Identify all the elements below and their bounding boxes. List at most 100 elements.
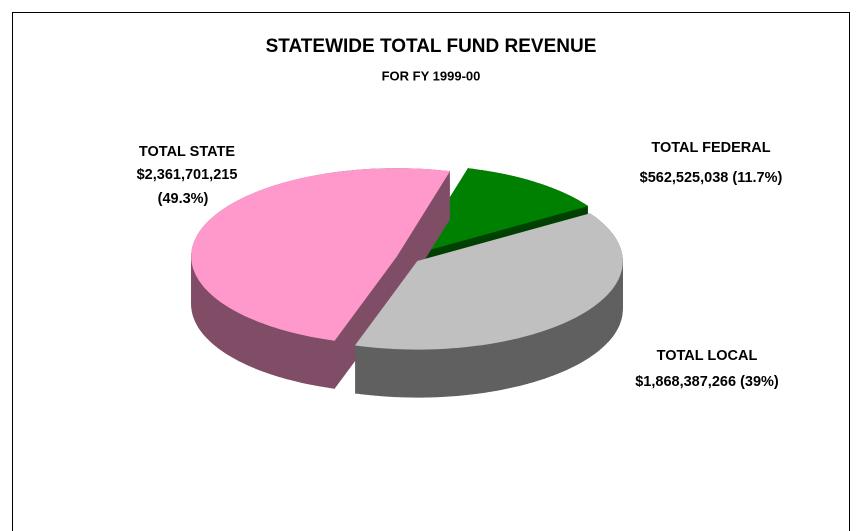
slice-side <box>385 347 391 397</box>
percent-label: (49.3%) <box>158 191 209 207</box>
slice-side <box>436 348 442 398</box>
slice-side <box>576 314 581 366</box>
slice-side <box>555 324 561 375</box>
slice-side <box>395 348 401 398</box>
slice-side <box>208 291 212 343</box>
slice-side <box>420 348 427 398</box>
slice-side <box>573 316 578 367</box>
slice-side <box>234 310 239 362</box>
slice-side <box>481 343 487 394</box>
slice-label: TOTAL LOCAL <box>657 348 758 364</box>
slice-side <box>594 303 598 355</box>
slice-side <box>509 338 515 389</box>
percent-label: (11.7%) <box>732 170 782 186</box>
slice-side <box>580 312 584 364</box>
slice-top <box>414 168 589 255</box>
slice-side <box>405 348 412 398</box>
slice-side <box>415 349 422 398</box>
pie <box>191 167 623 398</box>
slice-side <box>410 348 417 398</box>
slice-value-label: $1,868,387,266 (39%) <box>635 374 779 390</box>
slice-side <box>241 313 246 365</box>
slice-side <box>301 334 307 384</box>
slice-side <box>476 344 482 394</box>
slice-side <box>238 312 242 363</box>
slice-side <box>267 324 272 375</box>
slice-side <box>283 329 289 380</box>
slice-side <box>570 317 575 369</box>
slice-side <box>279 328 285 379</box>
slice-value-label: $562,525,038 (11.7%) <box>640 170 783 186</box>
slice-side <box>535 331 541 382</box>
slice-side <box>548 327 553 378</box>
slice-side <box>244 315 249 366</box>
slice-side <box>586 308 590 360</box>
slice-label: TOTAL STATE <box>139 144 235 160</box>
slice-side <box>523 335 528 385</box>
chart-title: STATEWIDE TOTAL FUND REVENUE <box>266 36 597 57</box>
slice-side <box>319 337 326 388</box>
slice-side <box>259 321 264 372</box>
slice-side <box>500 340 506 391</box>
slice-side <box>495 341 501 391</box>
slice-side <box>486 343 492 393</box>
slice-top <box>354 213 623 350</box>
slice-side <box>559 322 564 374</box>
slice-side <box>588 306 593 358</box>
slice-side <box>596 301 600 353</box>
slice-side <box>531 332 537 383</box>
slice-side <box>490 342 497 392</box>
slice-side <box>540 329 545 381</box>
slice-side <box>446 347 453 397</box>
slice-side <box>514 337 520 388</box>
slice-side <box>255 320 260 371</box>
value-label: $1,868,387,266 <box>635 374 736 390</box>
slice-side <box>228 306 233 358</box>
slice-side <box>223 303 227 354</box>
slice-side <box>431 348 437 398</box>
slice-side <box>505 339 511 390</box>
percent-label: (39%) <box>740 374 779 390</box>
slice-side <box>601 297 605 349</box>
slice-side <box>287 330 293 381</box>
pie-slice <box>354 213 623 398</box>
slice-side <box>544 328 549 379</box>
slice-top <box>191 168 451 341</box>
slice-side <box>518 336 524 387</box>
slice-side <box>552 325 557 377</box>
slice-side <box>324 338 330 389</box>
slice-side <box>296 333 302 383</box>
slice-side <box>461 346 468 396</box>
slice-side <box>217 299 221 351</box>
slice-side <box>456 346 463 397</box>
slice-side <box>248 316 253 368</box>
slice-side <box>566 319 571 370</box>
slice-side <box>305 335 311 385</box>
slice-side <box>212 295 216 347</box>
slice-side <box>599 299 603 351</box>
slice-side <box>220 301 224 353</box>
slice-side <box>603 295 607 347</box>
slice-side <box>591 305 595 357</box>
slice-side <box>583 310 587 362</box>
slice-side <box>231 308 236 360</box>
slice-side <box>251 318 257 369</box>
slice-side <box>466 345 473 396</box>
value-label: $562,525,038 <box>640 170 729 186</box>
slice-side <box>441 348 447 398</box>
slice-side <box>315 336 321 387</box>
chart-subtitle: FOR FY 1999-00 <box>382 68 481 83</box>
slice-side <box>400 348 407 398</box>
slice-side <box>271 325 276 376</box>
value-label: $2,361,701,215 <box>137 167 238 183</box>
slice-side <box>263 322 268 374</box>
slice-side <box>215 297 219 349</box>
slice-side <box>275 327 280 378</box>
slice-side <box>329 339 335 389</box>
slice-side <box>390 348 396 398</box>
slice-side <box>527 333 533 384</box>
slice-label: TOTAL FEDERAL <box>651 140 770 156</box>
slice-side <box>563 321 568 372</box>
slice-side <box>310 336 316 386</box>
